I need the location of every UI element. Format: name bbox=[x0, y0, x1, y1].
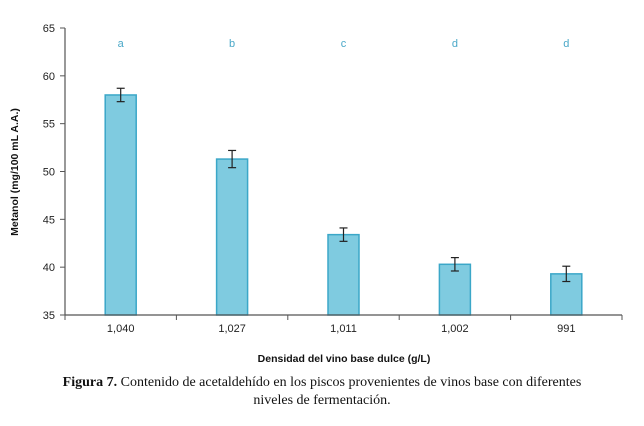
figure-label: Figura 7. bbox=[62, 375, 118, 390]
y-tick-label: 45 bbox=[43, 214, 55, 226]
y-axis-title: Metanol (mg/100 mL A.A.) bbox=[9, 108, 21, 236]
error-bar bbox=[450, 257, 459, 272]
y-tick-label: 50 bbox=[43, 167, 55, 179]
x-tick-label: 1,027 bbox=[218, 323, 246, 335]
y-tick-label: 60 bbox=[43, 71, 55, 83]
bar bbox=[438, 263, 472, 316]
bar-chart: 35 40 45 50 55 60 65 a b c d d 1,040 1,027 1,011 1,00… bbox=[9, 23, 623, 365]
error-bar bbox=[116, 87, 125, 103]
error-bar bbox=[228, 149, 237, 169]
caption-text-line2: niveles de fermentación. bbox=[253, 393, 391, 408]
bar bbox=[215, 158, 249, 316]
y-tick-label: 55 bbox=[43, 119, 55, 131]
significance-letter: a bbox=[118, 38, 125, 50]
x-tick-label: 1,040 bbox=[107, 323, 135, 335]
bar bbox=[104, 94, 137, 316]
error-bar bbox=[562, 265, 571, 283]
x-tick-label: 991 bbox=[557, 323, 575, 335]
significance-letter: d bbox=[563, 38, 569, 50]
x-tick-label: 1,002 bbox=[441, 323, 469, 335]
bar bbox=[327, 233, 360, 316]
x-axis: 1,040 1,027 1,011 1,002 991 bbox=[64, 314, 623, 335]
y-tick-label: 65 bbox=[43, 23, 55, 35]
error-bar bbox=[339, 227, 348, 242]
figure-caption: Figura 7. Contenido de acetaldehído en l… bbox=[0, 374, 644, 410]
significance-letter: b bbox=[229, 38, 235, 50]
x-tick-label: 1,011 bbox=[330, 323, 357, 335]
y-tick-label: 40 bbox=[43, 262, 55, 274]
y-axis: 35 40 45 50 55 60 65 bbox=[43, 23, 66, 322]
x-axis-title: Densidad del vino base dulce (g/L) bbox=[258, 353, 431, 365]
caption-text-line1: Contenido de acetaldehído en los piscos … bbox=[117, 375, 582, 390]
significance-letter: c bbox=[341, 38, 347, 50]
y-tick-label: 35 bbox=[43, 310, 55, 322]
significance-letter: d bbox=[452, 38, 458, 50]
